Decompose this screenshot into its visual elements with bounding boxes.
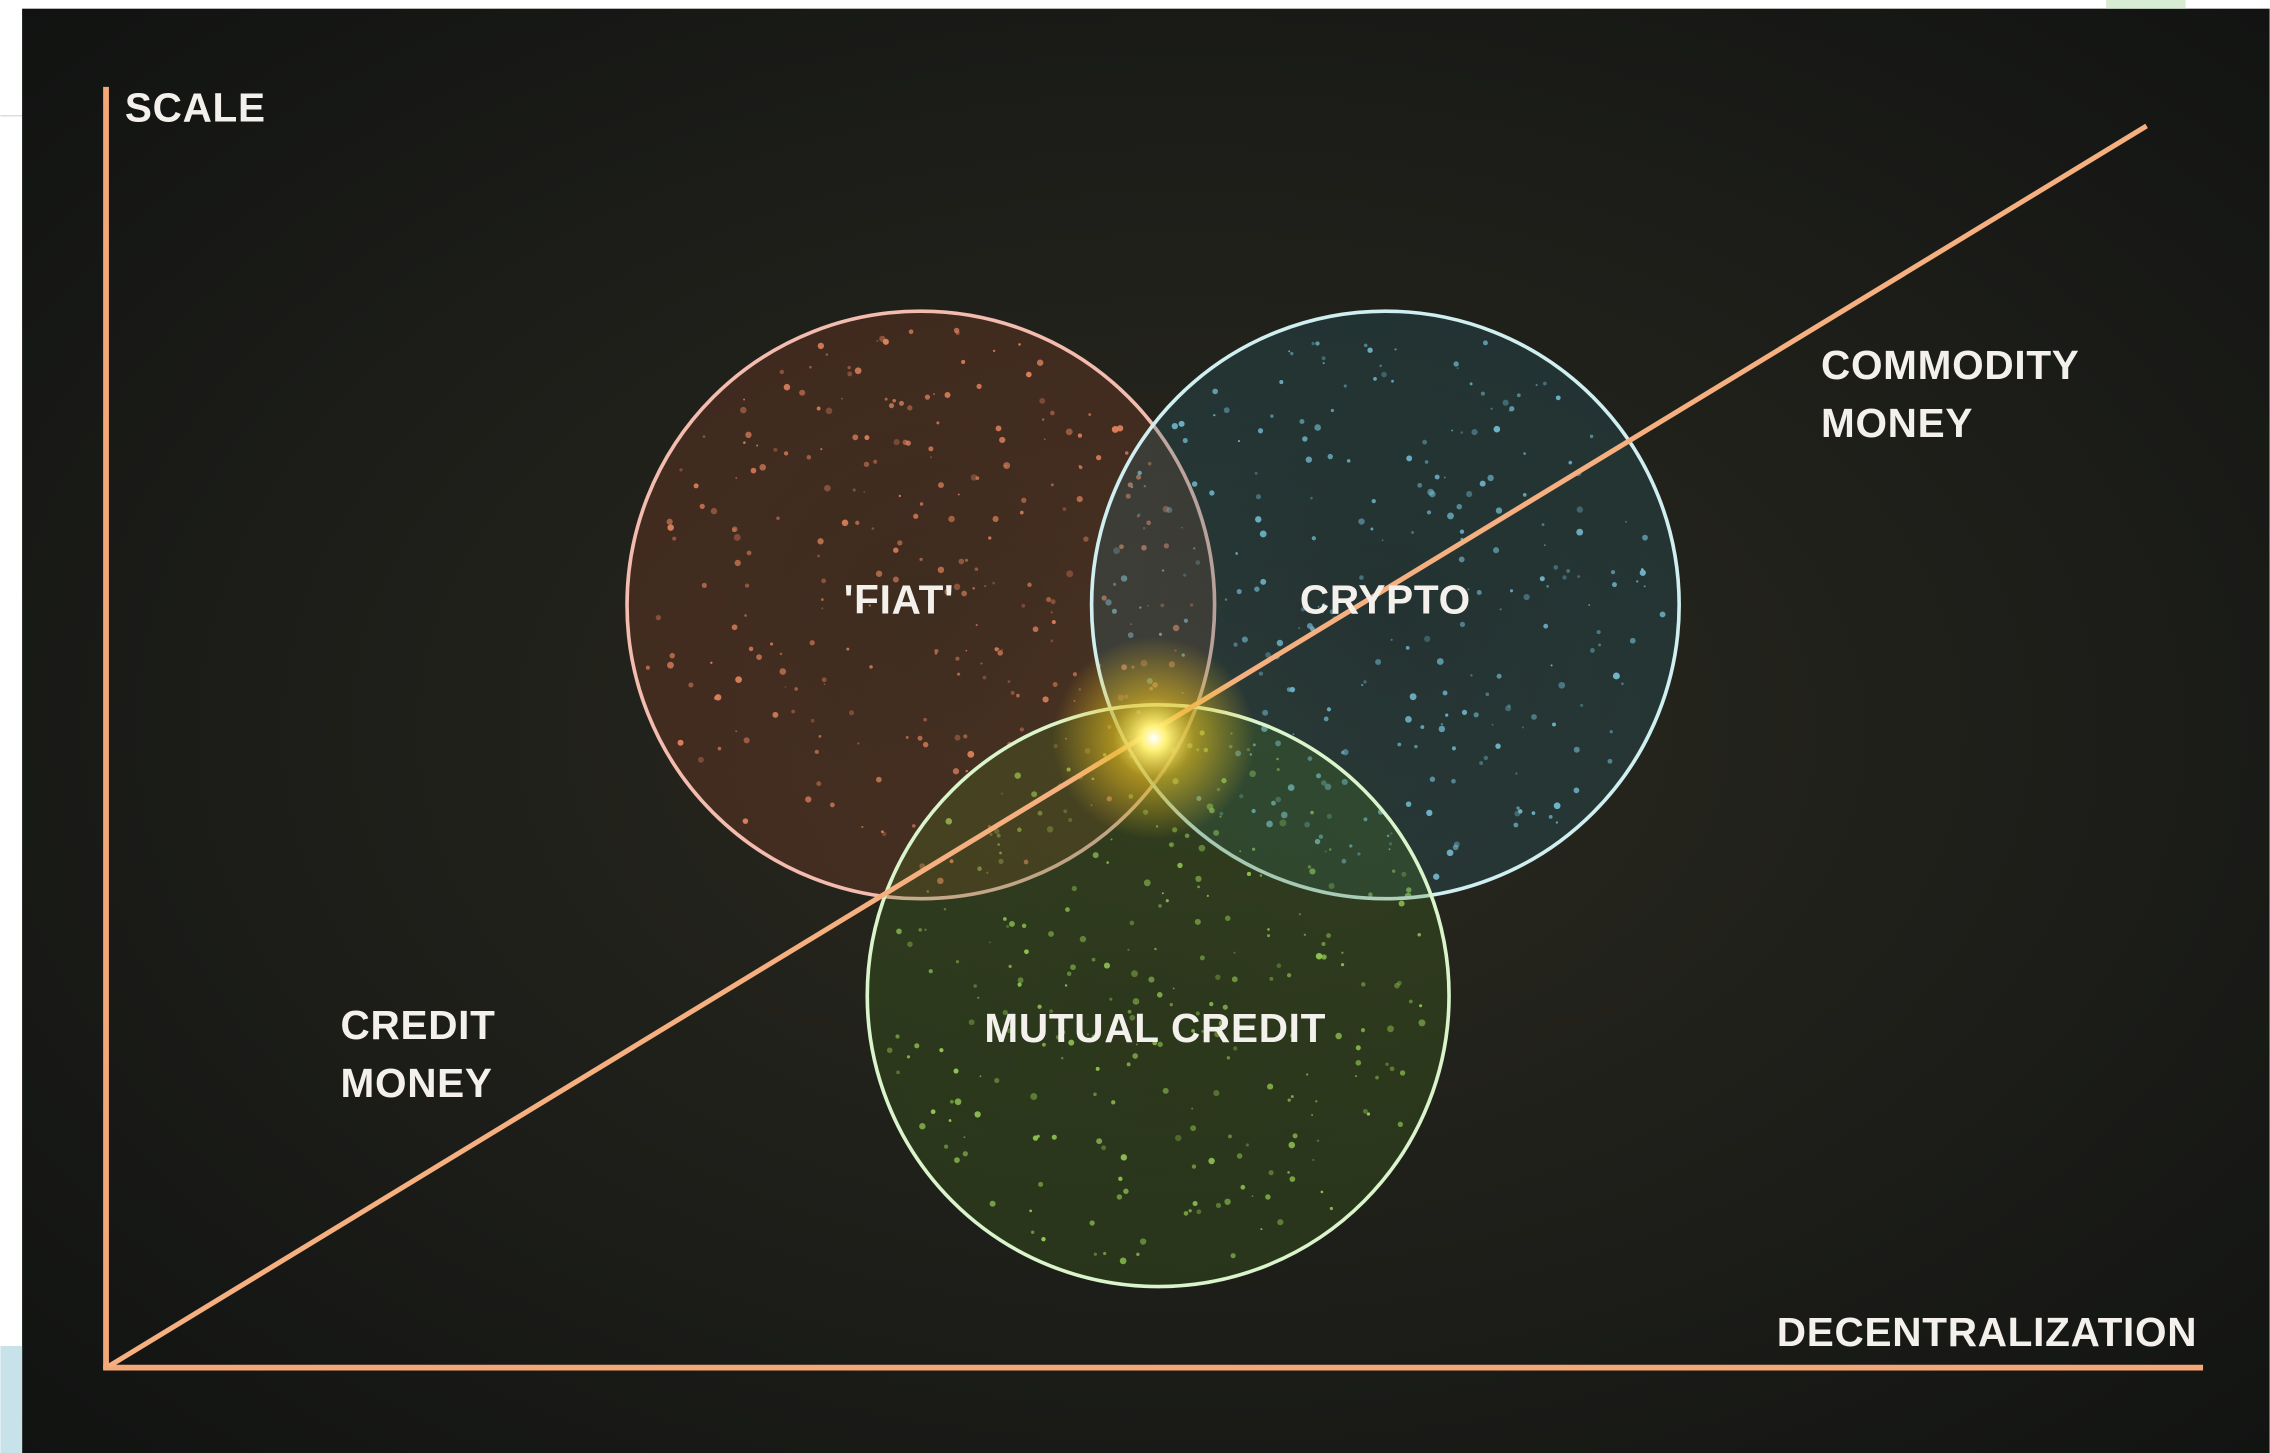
y-axis-label: SCALE xyxy=(125,85,266,131)
region-line: MONEY xyxy=(1821,400,1973,446)
x-axis-label: DECENTRALIZATION xyxy=(1777,1309,2197,1355)
center-glow xyxy=(1053,637,1256,840)
region-line: MONEY xyxy=(340,1060,492,1106)
corner-tab xyxy=(0,1346,22,1453)
region-line: CREDIT xyxy=(340,1002,495,1048)
circle-label: CRYPTO xyxy=(1300,577,1471,623)
corner-tab xyxy=(2106,0,2186,9)
diagram: SCALE DECENTRALIZATION COMMODITY MONEY C… xyxy=(0,0,2270,1453)
region-line: COMMODITY xyxy=(1821,342,2080,388)
circle-label: 'FIAT' xyxy=(844,577,955,623)
page: SCALE DECENTRALIZATION COMMODITY MONEY C… xyxy=(0,0,2270,1453)
circle-label: MUTUAL CREDIT xyxy=(984,1005,1326,1051)
